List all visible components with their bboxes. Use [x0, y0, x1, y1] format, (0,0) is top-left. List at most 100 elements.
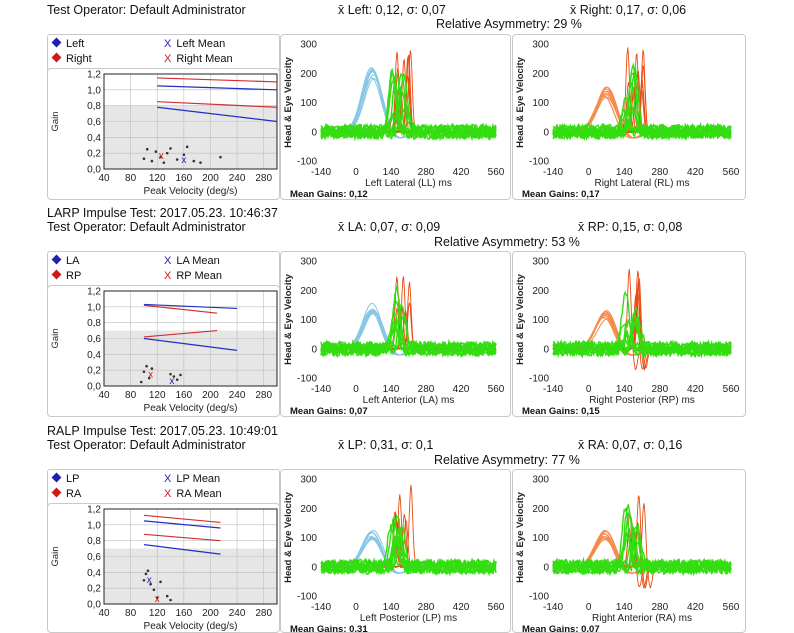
y-axis-label: Gain [50, 111, 61, 131]
x-tick-label: 140 [383, 602, 400, 613]
legend-right-mean: X Right Mean [164, 53, 233, 65]
y-tick-label: 0 [311, 344, 317, 355]
scatter-point [154, 150, 158, 153]
eye-velocity-trace [320, 84, 497, 142]
norm-line-blue [143, 337, 238, 351]
x-tick-label: 80 [125, 173, 137, 184]
scatter-point [152, 588, 156, 592]
asymmetry-3: Relative Asymmetry: 77 % [434, 453, 580, 467]
scatter-point [185, 145, 189, 149]
x-tick-label: 140 [616, 167, 633, 178]
norm-line-blue [143, 544, 221, 555]
x-axis-label: Right Anterior (RA) ms [592, 613, 692, 624]
x-icon: X [164, 270, 172, 282]
y-tick-label: 0,2 [87, 584, 101, 595]
y-tick-label: 0 [311, 562, 317, 573]
scatter-point [155, 596, 159, 599]
y-tick-label: 200 [300, 69, 317, 80]
mean-gains-label: Mean Gains: 0,31 [290, 624, 368, 633]
y-tick-label: 0,0 [87, 382, 101, 393]
scatter-point [144, 572, 148, 576]
x-tick-label: 0 [353, 602, 359, 613]
test-title-3: RALP Impulse Test: 2017.05.23. 10:49:01 [47, 424, 278, 438]
mean-gains-label: Mean Gains: 0,07 [522, 624, 600, 633]
velocity-panel-right-2: -100 0 100 200 300 -140 0 140 280 420 560 Head & Ey… [512, 251, 746, 417]
y-tick-label: 0 [311, 127, 317, 138]
legend-box-1: Left Right X Left Mean X Right Mean [47, 34, 280, 71]
y-tick-label: 300 [532, 257, 549, 268]
y-tick-label: 1,2 [87, 287, 101, 298]
y-tick-label: 0,6 [87, 334, 101, 345]
y-tick-label: 0,8 [87, 536, 101, 547]
y-tick-label: 0 [543, 127, 549, 138]
gain-scatter-panel-3: 40 80 120 160 200 240 280 0,0 0,2 0,4 0,6 0,8 1,0 1,2… [47, 503, 280, 633]
saccade-trace [320, 484, 496, 569]
y-tick-label: 1,0 [87, 85, 101, 96]
y-axis-label: Head & Eye Velocity [283, 56, 294, 148]
mean-gains-label: Mean Gains: 0,17 [522, 189, 600, 200]
legend-left-mean: X Left Mean [164, 38, 226, 50]
eye-velocity-trace [320, 536, 497, 576]
scatter-point [139, 380, 143, 384]
eye-velocity-trace [552, 523, 732, 576]
normal-range-shade [104, 330, 277, 386]
x-icon: X [164, 473, 172, 485]
eye-velocity-trace [320, 515, 497, 576]
y-tick-label: 100 [532, 98, 549, 109]
eye-velocity-trace [320, 72, 497, 142]
x-icon: X [164, 38, 172, 50]
y-tick-label: 0,2 [87, 366, 101, 377]
x-tick-label: -140 [311, 167, 331, 178]
scatter-point [142, 370, 146, 374]
y-tick-label: 300 [300, 257, 317, 268]
norm-line-blue [157, 106, 278, 123]
x-tick-label: 0 [353, 384, 359, 395]
scatter-point [219, 155, 222, 159]
eye-velocity-trace [320, 72, 497, 142]
norm-line-red [143, 304, 218, 314]
x-tick-label: 280 [255, 608, 272, 619]
eye-velocity-trace [552, 322, 732, 359]
x-tick-label: 140 [616, 384, 633, 395]
scatter-point [149, 582, 152, 586]
asymmetry-1: Relative Asymmetry: 29 % [436, 17, 582, 31]
x-tick-label: 80 [125, 390, 137, 401]
x-tick-label: 280 [651, 602, 668, 613]
diamond-icon [51, 472, 62, 483]
stat-left-1: x̄ Left: 0,12, σ: 0,07 [338, 3, 446, 17]
x-icon: X [164, 488, 172, 500]
eye-velocity-trace [320, 324, 497, 358]
operator-label-2: Test Operator: Default Administrator [47, 220, 246, 234]
mean-marker-b: x [159, 151, 164, 162]
mean-gains-label: Mean Gains: 0,07 [290, 406, 368, 417]
y-tick-label: 1,2 [87, 70, 101, 81]
diamond-icon [51, 487, 62, 498]
x-tick-label: 420 [687, 602, 704, 613]
x-axis-label: Left Lateral (LL) ms [365, 178, 452, 189]
x-tick-label: 160 [176, 390, 193, 401]
y-tick-label: 200 [532, 504, 549, 515]
y-tick-label: 1,0 [87, 302, 101, 313]
mean-marker-a: x [181, 155, 186, 166]
scatter-point [162, 161, 166, 164]
scatter-point [179, 373, 182, 377]
operator-label-3: Test Operator: Default Administrator [47, 438, 246, 452]
x-tick-label: 0 [353, 167, 359, 178]
scatter-point [145, 364, 148, 368]
stat-right-1: x̄ Right: 0,17, σ: 0,06 [570, 3, 687, 17]
gain-scatter-panel-1: 40 80 120 160 200 240 280 0,0 0,2 0,4 0,6 0,8 1,0 1,2… [47, 68, 280, 200]
legend-left: Left [50, 37, 84, 50]
x-tick-label: 160 [176, 608, 193, 619]
y-tick-label: 100 [532, 533, 549, 544]
x-tick-label: 280 [651, 167, 668, 178]
x-tick-label: -140 [311, 384, 331, 395]
scatter-point [192, 159, 196, 163]
y-tick-label: 300 [300, 475, 317, 486]
x-tick-label: 120 [149, 390, 166, 401]
x-tick-label: 560 [723, 602, 740, 613]
x-tick-label: 420 [687, 167, 704, 178]
scatter-point [165, 151, 169, 155]
x-tick-label: 560 [488, 167, 505, 178]
x-tick-label: 420 [453, 167, 470, 178]
test-title-2: LARP Impulse Test: 2017.05.23. 10:46:37 [47, 206, 278, 220]
